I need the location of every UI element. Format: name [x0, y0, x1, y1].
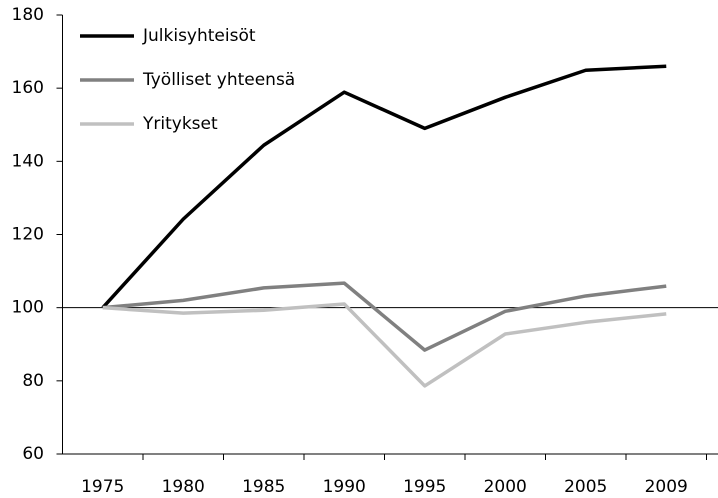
series-line	[102, 302, 667, 388]
x-tick-label: 1995	[403, 477, 446, 497]
x-tick-label: 2005	[564, 477, 607, 497]
x-tick-label: 1980	[162, 477, 205, 497]
y-tick-label: 160	[12, 78, 44, 98]
legend-label: Yritykset	[142, 114, 218, 134]
x-tick-label: 1990	[323, 477, 366, 497]
y-tick-label: 120	[12, 225, 44, 245]
x-tick-label: 1975	[81, 477, 124, 497]
x-tick-label: 1985	[242, 477, 285, 497]
legend-label: Työlliset yhteensä	[142, 70, 295, 90]
y-tick-label: 140	[12, 151, 44, 171]
y-tick-label: 100	[12, 298, 44, 318]
y-tick-label: 80	[22, 371, 44, 391]
y-tick-label: 180	[12, 5, 44, 25]
x-tick-label: 2000	[484, 477, 527, 497]
x-tick-label: 2009	[645, 477, 688, 497]
series-line	[102, 281, 667, 352]
legend-label: Julkisyhteisöt	[142, 26, 256, 46]
y-tick-label: 60	[22, 444, 44, 464]
series-line	[101, 64, 667, 309]
